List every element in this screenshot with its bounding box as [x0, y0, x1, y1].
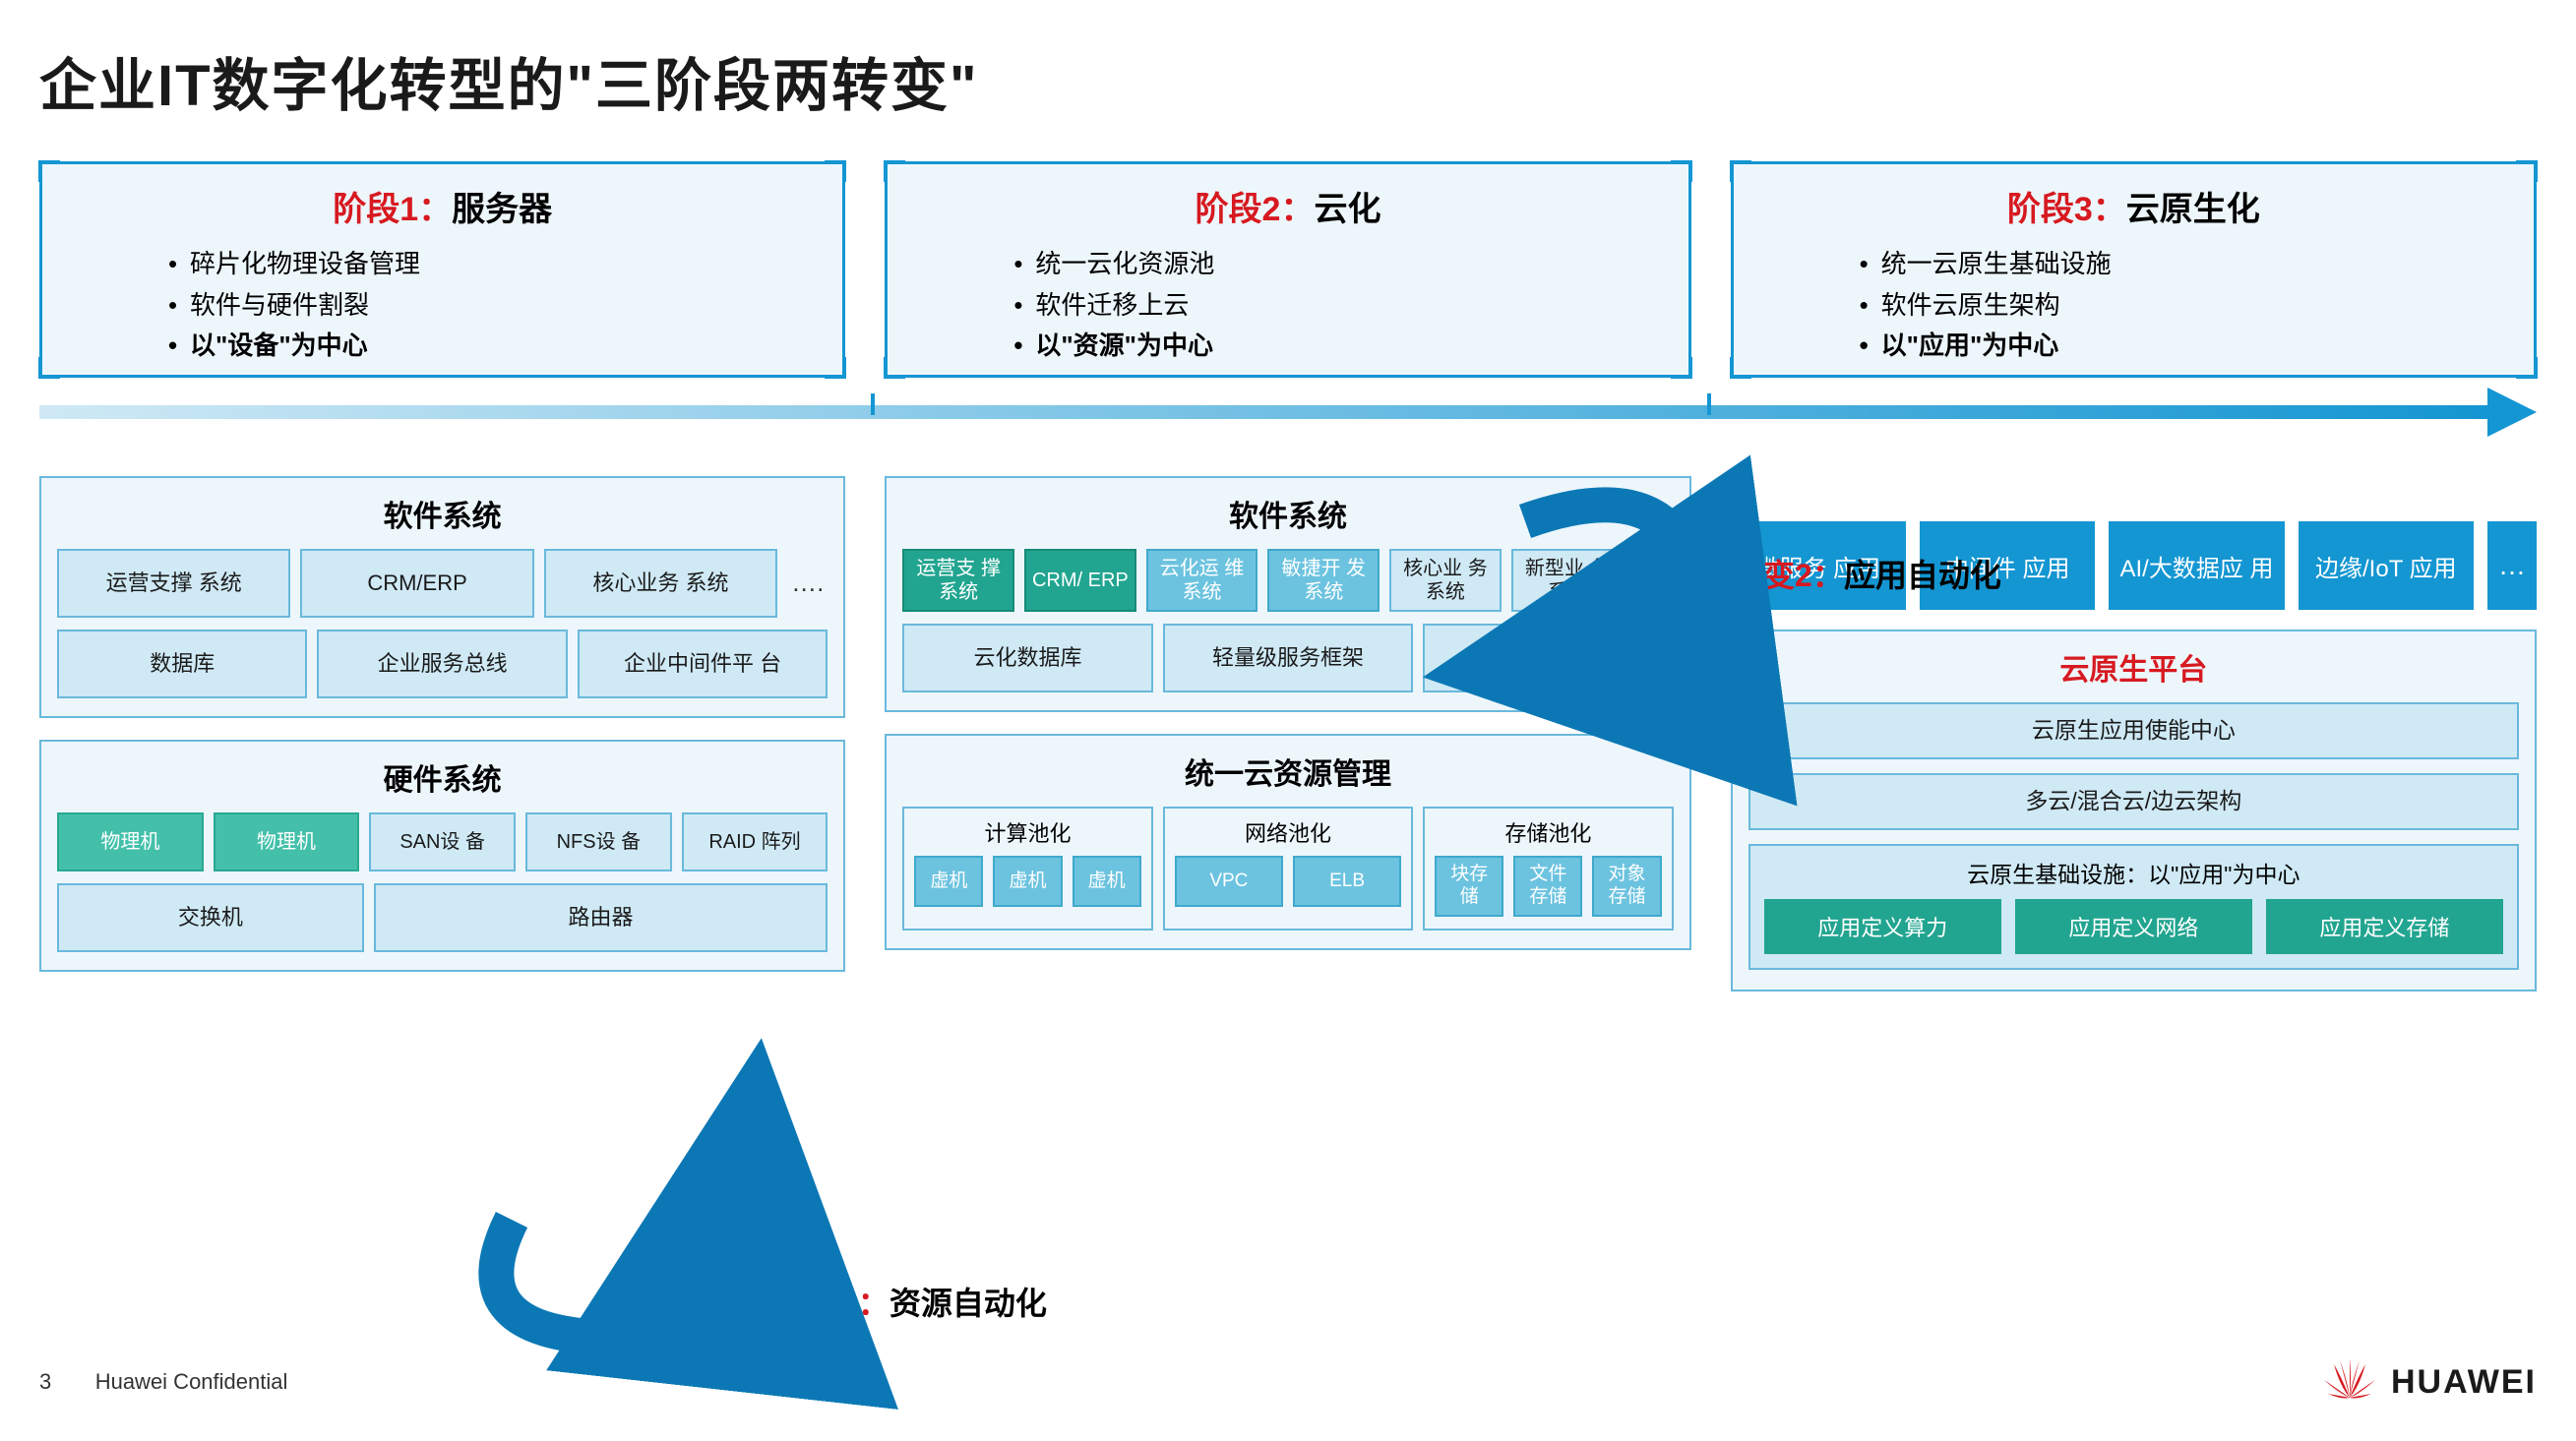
- box: 敏捷开 发系统: [1267, 549, 1380, 612]
- box: 云化数据库: [902, 624, 1152, 692]
- box: 对象 存储: [1592, 856, 1661, 917]
- box: 物理机: [214, 812, 360, 871]
- c1-hw-row2: 交换机 路由器: [57, 883, 828, 952]
- box: VPC: [1175, 856, 1283, 907]
- box: ELB: [1293, 856, 1401, 907]
- c1-sw-row1: 运营支撑 系统 CRM/ERP 核心业务 系统 ….: [57, 549, 828, 618]
- c1-sw-row2: 数据库 企业服务总线 企业中间件平 台: [57, 630, 828, 698]
- box: 轻量级服务框架: [1163, 624, 1413, 692]
- box: CRM/ ERP: [1024, 549, 1136, 612]
- box: 运营支撑 系统: [57, 549, 290, 618]
- phase-3-title: 阶段3：云原生化: [1761, 182, 2506, 230]
- huawei-logo-icon: [2320, 1358, 2379, 1406]
- box: 运营支 撑系统: [902, 549, 1014, 612]
- transform-1-label: 转变1：资源自动化: [777, 1279, 1047, 1324]
- box: 云原生应用使能中心: [1748, 702, 2519, 759]
- curve-arrow-1: [453, 1210, 807, 1372]
- c1-software-title: 软件系统: [57, 492, 828, 535]
- box: 文件 存储: [1513, 856, 1582, 917]
- c1-hardware-panel: 硬件系统 物理机物理机SAN设 备NFS设 备RAID 阵列 交换机 路由器: [39, 740, 845, 972]
- page-number: 3: [39, 1369, 51, 1394]
- box: 应用定义算力: [1764, 899, 2001, 954]
- curve-arrow-2: [1486, 492, 1761, 674]
- box: 交换机: [57, 883, 364, 952]
- brand-text: HUAWEI: [2391, 1363, 2537, 1402]
- subpanel-title: 网络池化: [1175, 816, 1401, 848]
- huawei-logo: HUAWEI: [2320, 1358, 2537, 1406]
- box: NFS设 备: [525, 812, 672, 871]
- app-box: 边缘/IoT 应用: [2299, 521, 2474, 610]
- box: 物理机: [57, 812, 204, 871]
- subpanel: 网络池化 VPCELB: [1163, 807, 1413, 931]
- box: 应用定义存储: [2266, 899, 2503, 954]
- box: 企业中间件平 台: [578, 630, 828, 698]
- phase-row: 阶段1：服务器 碎片化物理设备管理 软件与硬件割裂 以"设备"为中心 阶段2：云…: [39, 161, 2537, 378]
- phase-2-title: 阶段2：云化: [915, 182, 1660, 230]
- box: 块存 储: [1435, 856, 1503, 917]
- phase-2: 阶段2：云化 统一云化资源池 软件迁移上云 以"资源"为中心: [885, 161, 1690, 378]
- architecture-columns: 软件系统 运营支撑 系统 CRM/ERP 核心业务 系统 …. 数据库 企业服务…: [39, 476, 2537, 1013]
- box: 路由器: [374, 883, 828, 952]
- subpanel: 计算池化虚机虚机虚机: [902, 807, 1152, 931]
- phase-1: 阶段1：服务器 碎片化物理设备管理 软件与硬件割裂 以"设备"为中心: [39, 161, 845, 378]
- box: CRM/ERP: [300, 549, 533, 618]
- c3-platform-title: 云原生平台: [1748, 645, 2519, 689]
- c1-software-panel: 软件系统 运营支撑 系统 CRM/ERP 核心业务 系统 …. 数据库 企业服务…: [39, 476, 845, 718]
- box: 虚机: [993, 856, 1062, 907]
- c3-infra: 云原生基础设施：以"应用"为中心 应用定义算力 应用定义网络 应用定义存储: [1748, 844, 2519, 970]
- confidential-label: Huawei Confidential: [95, 1369, 288, 1394]
- box: 应用定义网络: [2015, 899, 2252, 954]
- c3-infra-row: 应用定义算力 应用定义网络 应用定义存储: [1764, 899, 2503, 954]
- phase-1-title: 阶段1：服务器: [70, 182, 815, 230]
- c1-hardware-title: 硬件系统: [57, 755, 828, 799]
- c2-resource-title: 统一云资源管理: [902, 750, 1673, 793]
- app-box: AI/大数据应 用: [2109, 521, 2284, 610]
- box: 企业服务总线: [317, 630, 567, 698]
- phase-1-bullets: 碎片化物理设备管理 软件与硬件割裂 以"设备"为中心: [70, 244, 815, 367]
- slide-title: 企业IT数字化转型的"三阶段两转变": [39, 39, 2537, 122]
- subpanel-title: 存储池化: [1435, 816, 1661, 848]
- box: 核心业 务系统: [1389, 549, 1502, 612]
- box: 核心业务 系统: [544, 549, 777, 618]
- box: 数据库: [57, 630, 307, 698]
- c3-platform-panel: 云原生平台 云原生应用使能中心 多云/混合云/边云架构 云原生基础设施：以"应用…: [1731, 630, 2537, 991]
- box: 云化运 维系统: [1146, 549, 1258, 612]
- c3-infra-title: 云原生基础设施：以"应用"为中心: [1764, 856, 2503, 889]
- c2-res-groups: 计算池化虚机虚机虚机网络池化VPCELB存储池化块存 储文件 存储对象 存储: [902, 807, 1673, 931]
- c2-resource-panel: 统一云资源管理 计算池化虚机虚机虚机网络池化VPCELB存储池化块存 储文件 存…: [885, 734, 1690, 950]
- phase-3-bullets: 统一云原生基础设施 软件云原生架构 以"应用"为中心: [1761, 244, 2506, 367]
- ellipsis: ….: [787, 549, 828, 618]
- subpanel-title: 计算池化: [914, 816, 1140, 848]
- phase-3: 阶段3：云原生化 统一云原生基础设施 软件云原生架构 以"应用"为中心: [1731, 161, 2537, 378]
- timeline-arrow: [39, 397, 2537, 427]
- box: 虚机: [914, 856, 983, 907]
- col-1: 软件系统 运营支撑 系统 CRM/ERP 核心业务 系统 …. 数据库 企业服务…: [39, 476, 845, 1013]
- c1-hw-row1: 物理机物理机SAN设 备NFS设 备RAID 阵列: [57, 812, 828, 871]
- subpanel: 存储池化块存 储文件 存储对象 存储: [1423, 807, 1673, 931]
- phase-2-bullets: 统一云化资源池 软件迁移上云 以"资源"为中心: [915, 244, 1660, 367]
- box: RAID 阵列: [682, 812, 828, 871]
- box: SAN设 备: [369, 812, 516, 871]
- box: 多云/混合云/边云架构: [1748, 773, 2519, 830]
- footer: 3 Huawei Confidential HUAWEI: [39, 1358, 2537, 1406]
- transform-2-label: 转变2：应用自动化: [1732, 551, 2001, 596]
- app-box: …: [2487, 521, 2537, 610]
- box: 虚机: [1073, 856, 1141, 907]
